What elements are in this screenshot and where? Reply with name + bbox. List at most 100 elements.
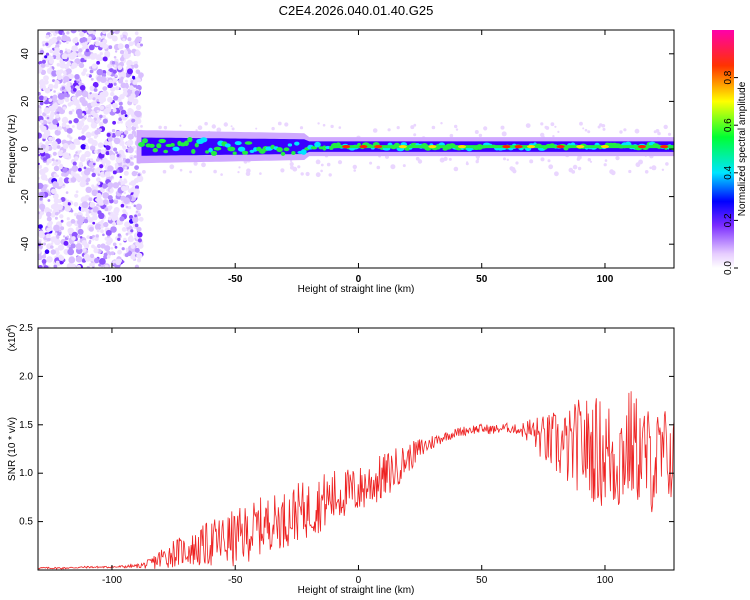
heatmap-cell [572, 164, 578, 170]
band-blob [156, 143, 162, 149]
heatmap-cell [42, 44, 45, 47]
heatmap-cell [104, 171, 111, 178]
heatmap-cell [129, 187, 135, 193]
heatmap-cell [315, 159, 321, 165]
heatmap-cell [135, 185, 139, 190]
heatmap-cell [76, 264, 81, 268]
heatmap-cell [91, 212, 94, 216]
heatmap-cell [115, 158, 120, 163]
band-blob [291, 151, 296, 155]
heatmap-cell [69, 74, 74, 79]
heatmap-cell [85, 131, 92, 138]
heatmap-cell [92, 234, 95, 238]
heatmap-cell [140, 125, 143, 128]
heatmap-cell [76, 214, 83, 221]
heatmap-cell [99, 159, 102, 162]
snr-y-multiplier: (x104) [6, 325, 18, 352]
heatmap-cell [315, 172, 321, 178]
heatmap-cell [84, 255, 91, 262]
heatmap-cell [99, 105, 105, 111]
heatmap-cell [92, 97, 96, 101]
heatmap-cell [62, 143, 69, 149]
heatmap-cell [63, 177, 70, 184]
heatmap-cell [280, 168, 285, 173]
heatmap-cell [85, 179, 89, 183]
heatmap-cell [135, 69, 141, 75]
heatmap-cell [73, 202, 79, 207]
heatmap-cell [50, 212, 56, 218]
heatmap-cell [133, 204, 137, 208]
band-blob [142, 138, 148, 144]
heatmap-cell [63, 92, 68, 98]
heatmap-cell [108, 142, 113, 146]
heatmap-cell [110, 175, 114, 179]
heatmap-cell [162, 169, 167, 174]
heatmap-cell [665, 162, 669, 166]
band-blob [227, 146, 236, 152]
heatmap-cell [96, 75, 103, 82]
heatmap-cell [81, 201, 89, 209]
heatmap-cell [179, 168, 183, 172]
heatmap-cell [89, 85, 95, 92]
heatmap-cell [39, 124, 44, 129]
heatmap-cell [94, 129, 100, 135]
heatmap-cell [599, 123, 603, 127]
band-blob [149, 143, 155, 148]
heatmap-cell [44, 207, 51, 214]
heatmap-cell [38, 248, 42, 254]
heatmap-cell [112, 170, 117, 175]
heatmap-cell [45, 34, 50, 39]
heatmap-cell [71, 165, 79, 172]
heatmap-cell [100, 229, 104, 234]
heatmap-cell [46, 116, 50, 120]
heatmap-cell [118, 117, 123, 122]
heatmap-cell [66, 82, 71, 87]
heatmap-cell [81, 154, 86, 160]
heatmap-cell [79, 161, 83, 166]
heatmap-cell [49, 113, 55, 118]
heatmap-cell [52, 79, 55, 83]
heatmap-cell [320, 169, 323, 173]
heatmap-cell [66, 235, 70, 238]
heatmap-cell [117, 237, 121, 241]
heatmap-cell [92, 214, 98, 221]
heatmap-cell [127, 49, 132, 54]
heatmap-cell [103, 140, 109, 146]
heatmap-cell [85, 186, 92, 193]
heatmap-cell [554, 125, 557, 128]
heatmap-cell [133, 61, 137, 65]
heatmap-cell [132, 216, 139, 223]
heatmap-cell [81, 100, 88, 107]
snr-x-label: Height of straight line (km) [298, 585, 415, 596]
heatmap-cell [38, 255, 43, 261]
heatmap-cell [46, 256, 53, 263]
heatmap-cell [52, 119, 58, 125]
heatmap-cell [220, 173, 223, 176]
heatmap-cell [69, 241, 73, 245]
y-tick-label: 0 [20, 146, 31, 152]
heatmap-cell [53, 207, 58, 213]
heatmap-cell [104, 50, 111, 57]
heatmap-cell [63, 116, 67, 120]
heatmap-cell [114, 163, 119, 167]
heatmap-cell [579, 121, 583, 126]
heatmap-cell [120, 109, 127, 116]
heatmap-cell [326, 162, 331, 167]
heatmap-cell [99, 114, 103, 119]
heatmap-cell [43, 129, 51, 137]
heatmap-cell [66, 41, 69, 44]
heatmap-cell [127, 133, 134, 140]
heatmap-cell [38, 91, 41, 96]
heatmap-cell [439, 157, 445, 163]
heatmap-cell [529, 159, 534, 164]
heatmap-cell [201, 162, 206, 167]
heatmap-cell [58, 254, 63, 259]
heatmap-cell [501, 131, 507, 137]
heatmap-cell [448, 157, 452, 161]
band-blob [234, 141, 242, 146]
band-blob [158, 138, 166, 144]
heatmap-cell [74, 80, 77, 83]
x-tick-label: 100 [597, 274, 614, 285]
heatmap-cell [124, 50, 129, 55]
heatmap-cell [85, 48, 90, 53]
